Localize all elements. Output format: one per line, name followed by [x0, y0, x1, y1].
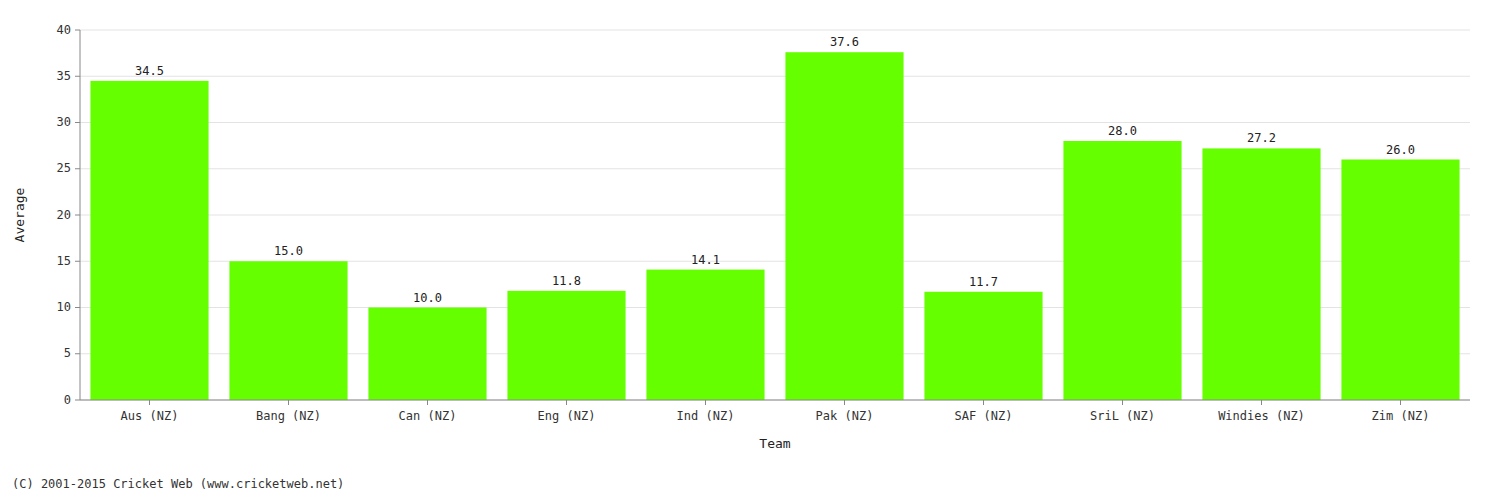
grid-line: [80, 122, 1470, 123]
x-tick: [1400, 400, 1401, 405]
data-label: 11.8: [552, 274, 581, 288]
x-tick: [705, 400, 706, 405]
bar: [785, 52, 903, 400]
y-axis: 0 5 10 15 20 25 30 35 40: [57, 23, 80, 407]
y-tick: [75, 261, 80, 262]
x-tick: [288, 400, 289, 405]
grid-line: [80, 76, 1470, 77]
bar: [1063, 141, 1181, 400]
x-tick: [1261, 400, 1262, 405]
grid: [80, 30, 1470, 400]
data-labels: 34.5 15.0 10.0 11.8 14.1 37.6 11.7 28.0 27.2 26.0: [135, 35, 1415, 304]
y-tick-label: 25: [57, 161, 71, 175]
x-tick: [566, 400, 567, 405]
x-tick-label: Bang (NZ): [256, 409, 321, 423]
y-axis-title: Average: [12, 187, 27, 242]
x-tick-label: Eng (NZ): [538, 409, 596, 423]
y-axis-line: [80, 30, 81, 400]
bar: [646, 270, 764, 400]
y-tick: [75, 353, 80, 354]
y-tick: [75, 307, 80, 308]
y-tick: [75, 215, 80, 216]
x-tick-label: Can (NZ): [399, 409, 457, 423]
x-tick-label: SAF (NZ): [955, 409, 1013, 423]
bars: [90, 52, 1459, 400]
y-tick-label: 20: [57, 208, 71, 222]
data-label: 26.0: [1386, 143, 1415, 157]
x-tick: [427, 400, 428, 405]
bar: [924, 292, 1042, 400]
x-axis: Aus (NZ) Bang (NZ) Can (NZ) Eng (NZ) Ind (NZ…: [121, 400, 1430, 423]
y-tick-label: 5: [64, 346, 71, 360]
y-tick: [75, 30, 80, 31]
data-label: 37.6: [830, 35, 859, 49]
x-tick: [844, 400, 845, 405]
data-label: 27.2: [1247, 131, 1276, 145]
y-tick: [75, 122, 80, 123]
y-tick-label: 10: [57, 300, 71, 314]
data-label: 14.1: [691, 253, 720, 267]
data-label: 15.0: [274, 244, 303, 258]
bar: [229, 261, 347, 400]
footer: (C) 2001-2015 Cricket Web (www.cricketwe…: [12, 477, 344, 491]
y-tick-label: 35: [57, 69, 71, 83]
x-tick: [983, 400, 984, 405]
x-tick-label: Windies (NZ): [1218, 409, 1305, 423]
data-label: 28.0: [1108, 124, 1137, 138]
x-tick-label: SriL (NZ): [1090, 409, 1155, 423]
x-tick-label: Aus (NZ): [121, 409, 179, 423]
bar: [368, 308, 486, 401]
bar: [507, 291, 625, 400]
y-tick-label: 15: [57, 254, 71, 268]
chart: 0 5 10 15 20 25 30 35 40 34.5 15.0 10.0 11.8 14.1 37.6…: [0, 0, 1500, 500]
data-label: 10.0: [413, 291, 442, 305]
x-tick-label: Pak (NZ): [816, 409, 874, 423]
chart-container: 0 5 10 15 20 25 30 35 40 34.5 15.0 10.0 11.8 14.1 37.6…: [0, 0, 1500, 500]
x-tick-label: Ind (NZ): [677, 409, 735, 423]
y-tick-label: 0: [64, 393, 71, 407]
y-tick: [75, 168, 80, 169]
x-tick-label: Zim (NZ): [1372, 409, 1430, 423]
y-tick: [75, 76, 80, 77]
data-label: 34.5: [135, 64, 164, 78]
bar: [1341, 160, 1459, 401]
bar: [90, 81, 208, 400]
x-axis-title: Team: [759, 436, 790, 451]
y-tick-label: 30: [57, 115, 71, 129]
grid-line: [80, 30, 1470, 31]
y-tick: [75, 400, 80, 401]
bar: [1202, 148, 1320, 400]
x-tick: [1122, 400, 1123, 405]
data-label: 11.7: [969, 275, 998, 289]
y-tick-label: 40: [57, 23, 71, 37]
x-tick: [149, 400, 150, 405]
